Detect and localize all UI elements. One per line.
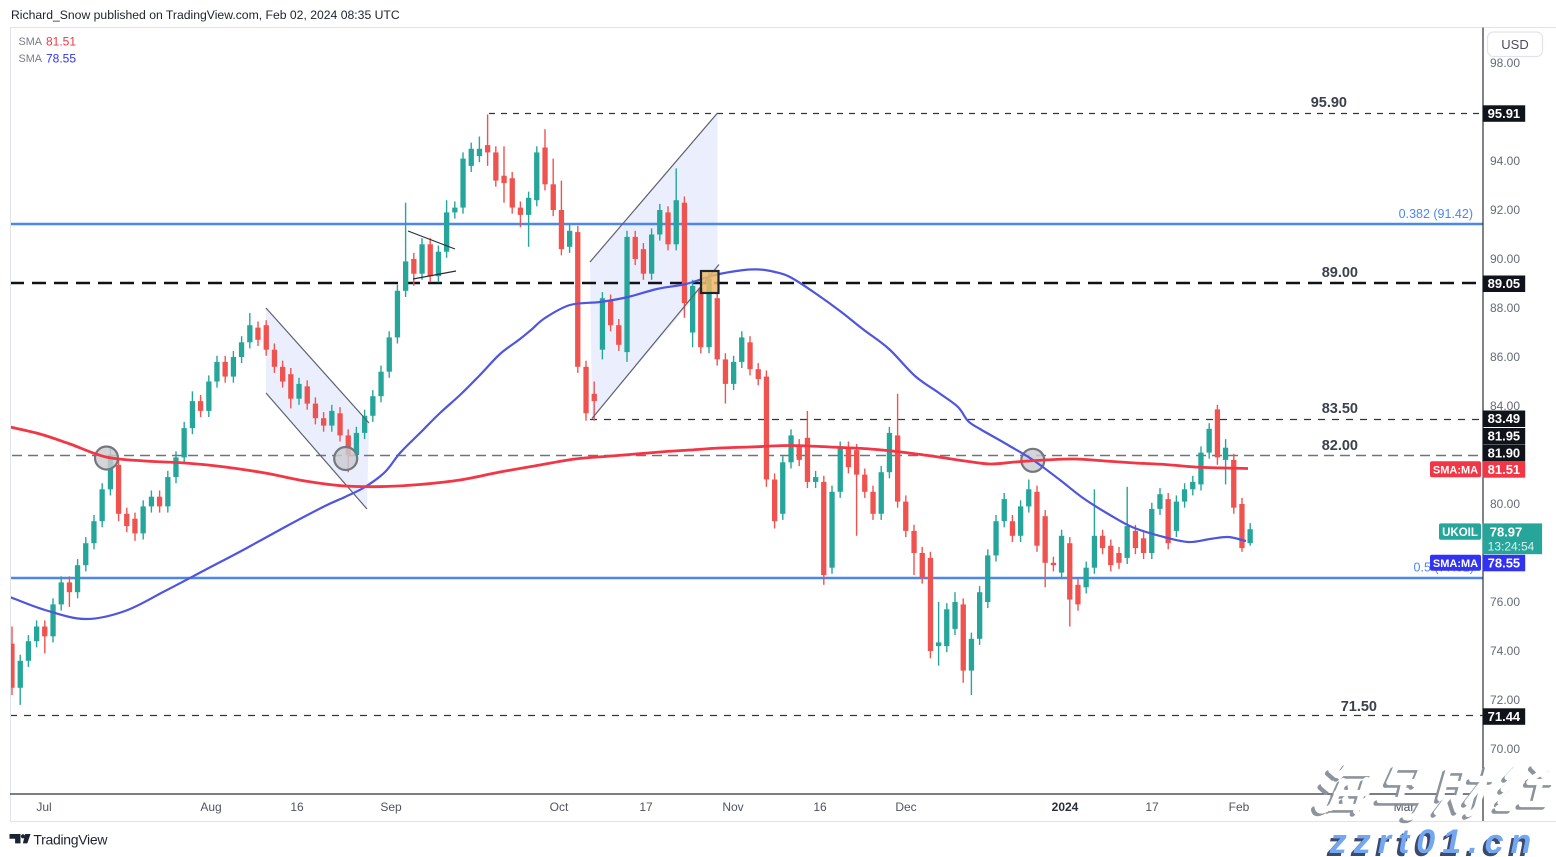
svg-text:SMA: SMA: [19, 36, 43, 48]
svg-text:81.95: 81.95: [1488, 429, 1521, 444]
svg-text:83.50: 83.50: [1322, 401, 1358, 417]
svg-text:90.00: 90.00: [1490, 252, 1520, 266]
svg-text:zzrt01.cn: zzrt01.cn: [1326, 826, 1536, 857]
svg-text:0.382 (91.42): 0.382 (91.42): [1399, 207, 1473, 221]
svg-text:71.50: 71.50: [1341, 699, 1377, 715]
svg-text:zzrt01.cn: zzrt01.cn: [1329, 823, 1539, 857]
svg-text:Feb: Feb: [1229, 800, 1250, 814]
svg-text:UKOIL: UKOIL: [1442, 527, 1478, 539]
svg-text:13:24:54: 13:24:54: [1488, 540, 1535, 554]
svg-text:84.00: 84.00: [1490, 399, 1520, 413]
svg-text:70.00: 70.00: [1490, 742, 1520, 756]
svg-text:Richard_Snow published on Trad: Richard_Snow published on TradingView.co…: [11, 8, 400, 22]
svg-text:74.00: 74.00: [1490, 644, 1520, 658]
svg-text:80.00: 80.00: [1490, 497, 1520, 511]
svg-text:TradingView: TradingView: [33, 832, 108, 848]
svg-text:17: 17: [639, 800, 653, 814]
svg-text:98.00: 98.00: [1490, 56, 1520, 70]
svg-text:82.00: 82.00: [1322, 438, 1358, 454]
svg-text:71.44: 71.44: [1488, 709, 1521, 724]
svg-text:92.00: 92.00: [1490, 203, 1520, 217]
svg-text:Sep: Sep: [380, 800, 402, 814]
svg-text:SMA:MA: SMA:MA: [1433, 558, 1478, 570]
svg-text:17: 17: [1145, 800, 1159, 814]
svg-text:SMA:MA: SMA:MA: [1433, 465, 1478, 477]
svg-text:Aug: Aug: [200, 800, 221, 814]
svg-text:81.90: 81.90: [1488, 446, 1521, 461]
svg-text:78.97: 78.97: [1490, 525, 1523, 540]
svg-text:95.91: 95.91: [1488, 106, 1521, 121]
svg-text:88.00: 88.00: [1490, 301, 1520, 315]
svg-text:2024: 2024: [1052, 800, 1079, 814]
svg-text:USD: USD: [1501, 37, 1528, 52]
svg-text:81.51: 81.51: [1488, 462, 1521, 477]
svg-text:16: 16: [290, 800, 304, 814]
svg-text:76.00: 76.00: [1490, 595, 1520, 609]
svg-text:86.00: 86.00: [1490, 350, 1520, 364]
svg-text:89.05: 89.05: [1488, 276, 1521, 291]
svg-text:94.00: 94.00: [1490, 154, 1520, 168]
svg-text:Dec: Dec: [895, 800, 916, 814]
svg-text:83.49: 83.49: [1488, 411, 1521, 426]
svg-text:89.00: 89.00: [1322, 265, 1358, 281]
svg-text:78.55: 78.55: [46, 52, 76, 66]
svg-text:Jul: Jul: [36, 800, 51, 814]
svg-text:SMA: SMA: [19, 53, 43, 65]
svg-text:Oct: Oct: [550, 800, 569, 814]
svg-text:78.55: 78.55: [1488, 556, 1521, 571]
svg-text:95.90: 95.90: [1311, 95, 1347, 111]
svg-text:Nov: Nov: [722, 800, 743, 814]
svg-text:81.51: 81.51: [46, 35, 76, 49]
svg-text:72.00: 72.00: [1490, 693, 1520, 707]
svg-text:16: 16: [813, 800, 827, 814]
